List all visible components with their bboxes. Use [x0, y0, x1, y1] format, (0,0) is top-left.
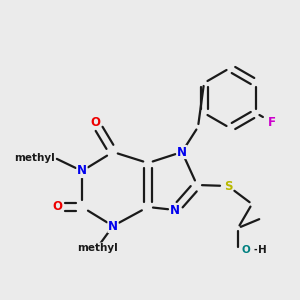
Text: F: F — [268, 116, 276, 128]
Text: N: N — [108, 220, 118, 232]
Text: O: O — [52, 200, 62, 214]
Text: O: O — [242, 245, 250, 255]
Text: methyl: methyl — [14, 153, 55, 163]
Text: O: O — [90, 116, 100, 128]
Text: S: S — [224, 179, 232, 193]
Text: N: N — [177, 146, 187, 158]
Text: -: - — [254, 245, 258, 255]
Text: H: H — [258, 245, 266, 255]
Text: N: N — [77, 164, 87, 178]
Text: N: N — [170, 203, 180, 217]
Text: methyl: methyl — [76, 243, 117, 253]
